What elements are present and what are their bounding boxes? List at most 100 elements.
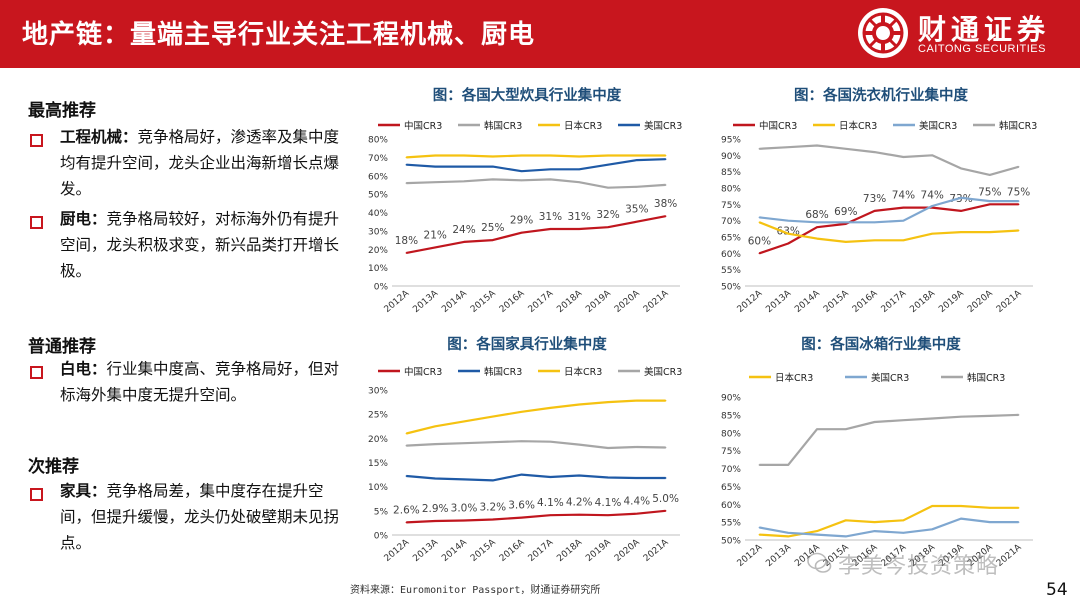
data-point-2-6 xyxy=(931,417,933,420)
data-point-2-6 xyxy=(931,205,933,207)
data-point-3-9 xyxy=(664,446,667,449)
data-point-2-1 xyxy=(434,425,436,428)
y-tick-label-0: 0% xyxy=(374,532,389,542)
data-point-3-4 xyxy=(873,151,876,153)
data-label-3: 3.2% xyxy=(479,502,506,514)
x-tick-label-2: 2014A xyxy=(440,288,469,315)
y-tick-label-6: 80% xyxy=(721,429,741,439)
data-point-2-7 xyxy=(607,401,609,403)
data-point-0-9 xyxy=(1017,203,1020,206)
data-label-0: 2.6% xyxy=(393,504,420,516)
data-point-0-4 xyxy=(873,521,876,523)
data-point-1-9 xyxy=(664,477,667,479)
y-tick-label-3: 30% xyxy=(368,227,388,237)
data-point-0-6 xyxy=(931,505,933,507)
data-point-1-3 xyxy=(492,178,494,181)
x-tick-label-8: 2020A xyxy=(613,537,642,564)
data-point-1-2 xyxy=(463,478,465,481)
x-tick-label-6: 2018A xyxy=(555,537,584,564)
data-point-1-5 xyxy=(902,532,905,534)
data-point-2-1 xyxy=(434,154,436,157)
data-point-1-7 xyxy=(607,186,609,189)
y-tick-label-3: 65% xyxy=(721,234,741,244)
data-point-1-9 xyxy=(1017,229,1020,232)
data-point-0-5 xyxy=(902,206,905,209)
data-point-2-4 xyxy=(520,410,523,413)
y-tick-label-5: 50% xyxy=(368,191,388,201)
data-point-2-4 xyxy=(520,154,523,157)
chart-title-cooker: 图：各国大型炊具行业集中度 xyxy=(432,88,622,104)
data-label-1: 2.9% xyxy=(422,503,449,515)
data-point-1-4 xyxy=(520,473,523,476)
data-point-3-1 xyxy=(434,443,436,445)
data-point-0-7 xyxy=(607,514,609,516)
legend-label-3: 美国CR3 xyxy=(644,120,682,132)
data-point-0-1 xyxy=(787,535,789,538)
legend-label-0: 中国CR3 xyxy=(404,366,442,378)
series-line-3 xyxy=(406,158,666,173)
data-point-1-2 xyxy=(463,180,465,183)
data-point-3-0 xyxy=(758,148,761,150)
y-tick-label-0: 50% xyxy=(721,283,741,293)
data-point-0-2 xyxy=(816,226,818,228)
data-point-1-0 xyxy=(405,475,408,477)
y-tick-label-1: 5% xyxy=(374,507,389,517)
data-point-1-7 xyxy=(960,517,962,520)
series-line-0 xyxy=(406,509,666,524)
page-title: 地产链：量端主导行业关注工程机械、厨电 xyxy=(22,20,536,50)
data-point-2-1 xyxy=(787,219,789,222)
section-heading-top: 最高推荐 xyxy=(28,101,96,121)
data-point-0-9 xyxy=(664,510,667,512)
data-label-7: 4.1% xyxy=(595,497,622,509)
x-tick-label-5: 2017A xyxy=(880,288,909,315)
data-point-0-4 xyxy=(520,516,523,519)
data-point-2-3 xyxy=(845,428,847,430)
x-tick-label-3: 2015A xyxy=(822,288,851,315)
y-tick-label-0: 0% xyxy=(374,283,389,293)
data-point-2-0 xyxy=(758,216,761,219)
x-tick-label-1: 2013A xyxy=(764,542,793,569)
data-point-0-9 xyxy=(664,215,667,217)
data-point-1-2 xyxy=(816,237,818,240)
series-line-2 xyxy=(406,154,666,159)
data-point-1-8 xyxy=(989,521,991,523)
data-point-0-9 xyxy=(1017,507,1020,509)
data-point-0-1 xyxy=(434,520,436,522)
data-point-0-7 xyxy=(960,210,962,212)
data-point-3-7 xyxy=(960,167,962,170)
data-point-3-1 xyxy=(434,165,436,168)
data-label-6: 4.2% xyxy=(566,497,593,509)
data-point-1-4 xyxy=(873,530,876,532)
y-tick-label-6: 60% xyxy=(368,172,388,182)
y-tick-label-2: 60% xyxy=(721,501,741,511)
data-label-2: 24% xyxy=(452,224,475,236)
y-tick-label-3: 65% xyxy=(721,483,741,493)
data-label-8: 4.4% xyxy=(623,496,650,508)
legend-label-1: 韩国CR3 xyxy=(484,366,522,378)
x-tick-label-4: 2016A xyxy=(498,537,527,564)
x-tick-label-1: 2013A xyxy=(411,288,440,315)
data-label-8: 75% xyxy=(978,186,1001,198)
data-point-1-6 xyxy=(578,181,580,183)
data-point-1-0 xyxy=(758,221,761,224)
data-point-2-2 xyxy=(463,420,465,423)
data-point-0-6 xyxy=(578,228,580,230)
x-tick-label-4: 2016A xyxy=(498,288,527,315)
data-label-8: 35% xyxy=(625,204,648,216)
series-line-0 xyxy=(406,215,666,254)
x-tick-label-6: 2018A xyxy=(555,288,584,315)
data-label-4: 73% xyxy=(863,193,886,205)
data-point-1-1 xyxy=(434,181,436,183)
x-tick-label-3: 2015A xyxy=(469,537,498,564)
x-tick-label-6: 2018A xyxy=(908,288,937,315)
x-tick-label-9: 2021A xyxy=(995,542,1024,569)
y-tick-label-8: 90% xyxy=(721,152,741,162)
data-point-1-5 xyxy=(902,239,905,242)
data-point-0-5 xyxy=(549,514,552,516)
y-tick-label-9: 95% xyxy=(721,136,741,146)
data-point-0-4 xyxy=(873,210,876,212)
y-tick-label-5: 25% xyxy=(368,411,388,421)
bullet-square-icon xyxy=(30,488,43,501)
data-point-1-8 xyxy=(636,477,638,479)
y-tick-label-2: 10% xyxy=(368,483,388,493)
